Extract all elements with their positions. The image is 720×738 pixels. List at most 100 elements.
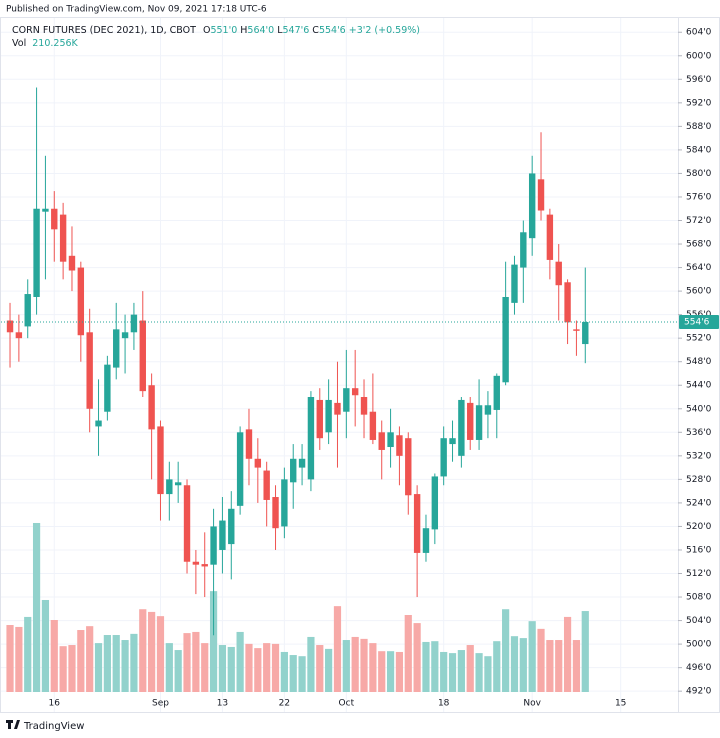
candle-body <box>493 375 500 410</box>
y-tick-label: 496'0 <box>686 663 712 673</box>
y-tick-label: 492'0 <box>686 687 712 697</box>
volume-bar <box>448 653 457 692</box>
candle-body <box>520 232 527 268</box>
candle-body <box>148 385 155 430</box>
y-tick-label: 596'0 <box>686 75 712 85</box>
volume-bar <box>263 643 271 692</box>
candle-body <box>139 320 146 392</box>
candle-body <box>467 402 474 440</box>
grid <box>1 18 678 712</box>
candle-body <box>502 296 509 383</box>
volume-bar <box>289 655 297 692</box>
x-tick-label: 16 <box>49 699 61 709</box>
candle-body <box>6 320 14 333</box>
volume-bar <box>41 599 50 692</box>
volume-value: 210.256K <box>32 38 78 49</box>
volume-bar <box>307 636 315 692</box>
volume-bar <box>280 651 288 692</box>
candle-body <box>334 402 341 415</box>
last-price-box <box>679 314 719 329</box>
volume-bar <box>68 645 76 692</box>
candle-body <box>24 294 31 327</box>
volume-bar <box>519 638 527 692</box>
y-tick-label: 516'0 <box>686 545 712 555</box>
candle-body <box>192 561 200 565</box>
legend-change: +3'2 (+0.59%) <box>349 25 420 36</box>
brand-logo: TradingView <box>6 720 84 732</box>
x-tick-label: 22 <box>279 699 290 709</box>
candles <box>6 87 589 636</box>
volume-bar <box>475 653 483 692</box>
candle-body <box>360 397 368 415</box>
volume-bar <box>457 650 465 692</box>
y-tick-label: 584'0 <box>686 145 712 155</box>
volume-bar <box>130 633 138 692</box>
candle-body <box>573 329 580 331</box>
brand: TradingView <box>23 721 84 732</box>
candle-body <box>387 432 394 448</box>
volume-bar <box>148 611 156 692</box>
volume-bar <box>546 640 554 692</box>
volume-legend: Vol 210.256K <box>12 38 79 49</box>
candle-body <box>440 438 447 477</box>
candle-body <box>316 399 323 439</box>
volume-bar <box>50 620 58 692</box>
candle-body <box>449 438 456 445</box>
volume-bar <box>86 626 94 692</box>
y-tick-label: 500'0 <box>686 640 712 650</box>
candle-body <box>405 438 412 496</box>
legend-value: 554'6 <box>319 25 346 36</box>
volume-bar <box>77 630 85 692</box>
x-tick-label: 18 <box>438 699 450 709</box>
candle-body <box>201 564 208 567</box>
volume-bar <box>502 609 510 692</box>
volume-bar <box>24 616 32 692</box>
volume-bar <box>183 633 191 692</box>
y-tick-label: 592'0 <box>686 98 712 108</box>
volume-bar <box>510 636 519 692</box>
chart-title: CORN FUTURES (DEC 2021), 1D, CBOT <box>12 25 196 36</box>
candle-body <box>413 494 421 553</box>
volume-bar <box>192 631 200 692</box>
candle-body <box>59 214 67 262</box>
volume-bar <box>395 651 404 692</box>
candle-body <box>33 208 40 297</box>
y-tick-label: 552'0 <box>686 334 712 344</box>
y-tick-label: 560'0 <box>686 287 712 297</box>
y-tick-label: 512'0 <box>686 569 712 579</box>
volume-bar <box>493 641 501 692</box>
y-tick-label: 504'0 <box>686 616 712 626</box>
candle-body <box>121 332 129 339</box>
candle-body <box>325 399 332 433</box>
candle-body <box>564 282 571 323</box>
volume-bar <box>94 643 103 692</box>
volume-bar <box>245 643 253 692</box>
candle-body <box>528 173 536 239</box>
candle-body <box>183 485 191 562</box>
candle-body <box>254 458 262 468</box>
candle-body <box>582 321 589 345</box>
candle-body <box>546 214 554 260</box>
volume-bar <box>484 656 492 692</box>
candle-body <box>104 364 111 412</box>
y-tick-label: 576'0 <box>686 192 712 202</box>
x-tick-label: 13 <box>217 699 228 709</box>
y-tick-label: 600'0 <box>686 51 712 61</box>
legend-key: O <box>203 25 210 36</box>
candle-body <box>378 432 385 450</box>
volume-bar <box>431 641 439 692</box>
y-tick-label: 536'0 <box>686 428 712 438</box>
candle-body <box>174 482 182 486</box>
volume-bar <box>537 628 545 692</box>
volume-pane <box>6 522 589 692</box>
candle-body <box>281 479 288 527</box>
volume-bar <box>378 651 386 692</box>
candle-body <box>484 405 492 415</box>
volume-bar <box>422 641 430 692</box>
candle-body <box>68 255 76 271</box>
y-tick-label: 540'0 <box>686 404 712 414</box>
candle-body <box>219 520 226 550</box>
candle-body <box>166 479 173 495</box>
y-tick-label: 572'0 <box>686 216 712 226</box>
